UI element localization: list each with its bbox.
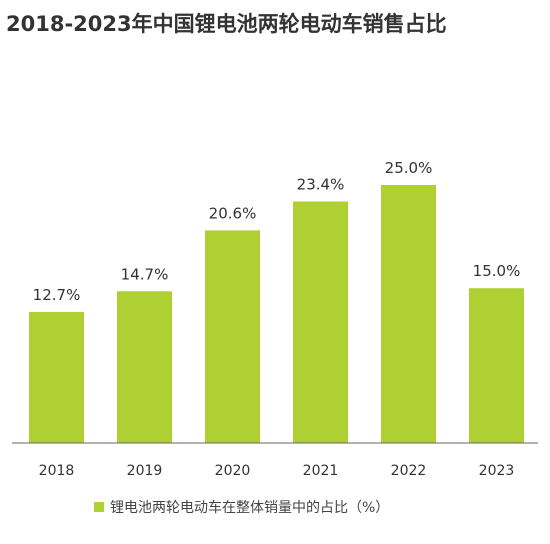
x-tick-label-2018: 2018 (39, 463, 75, 479)
chart-title: 2018-2023年中国锂电池两轮电动车销售占比 (6, 12, 447, 36)
x-tick-label-2019: 2019 (127, 463, 163, 479)
bar-2019 (117, 291, 172, 443)
x-tick-label-2021: 2021 (303, 463, 339, 479)
x-tick-label-2023: 2023 (479, 463, 515, 479)
data-label-2023: 15.0% (473, 262, 521, 280)
data-label-2020: 20.6% (209, 204, 257, 222)
data-label-2022: 25.0% (385, 159, 433, 177)
bar-2022 (381, 185, 436, 443)
x-tick-label-2020: 2020 (215, 463, 251, 479)
bar-2020 (205, 230, 260, 443)
data-label-2021: 23.4% (297, 176, 345, 194)
data-label-2019: 14.7% (121, 265, 169, 283)
x-tick-label-2022: 2022 (391, 463, 427, 479)
bar-2023 (469, 288, 524, 443)
bar-2018 (29, 311, 84, 443)
legend: 锂电池两轮电动车在整体销量中的占比（%） (94, 497, 389, 517)
data-label-2018: 12.7% (33, 286, 81, 304)
bar-2021 (293, 201, 348, 443)
legend-label: 锂电池两轮电动车在整体销量中的占比（%） (110, 500, 390, 516)
legend-swatch (94, 502, 104, 512)
